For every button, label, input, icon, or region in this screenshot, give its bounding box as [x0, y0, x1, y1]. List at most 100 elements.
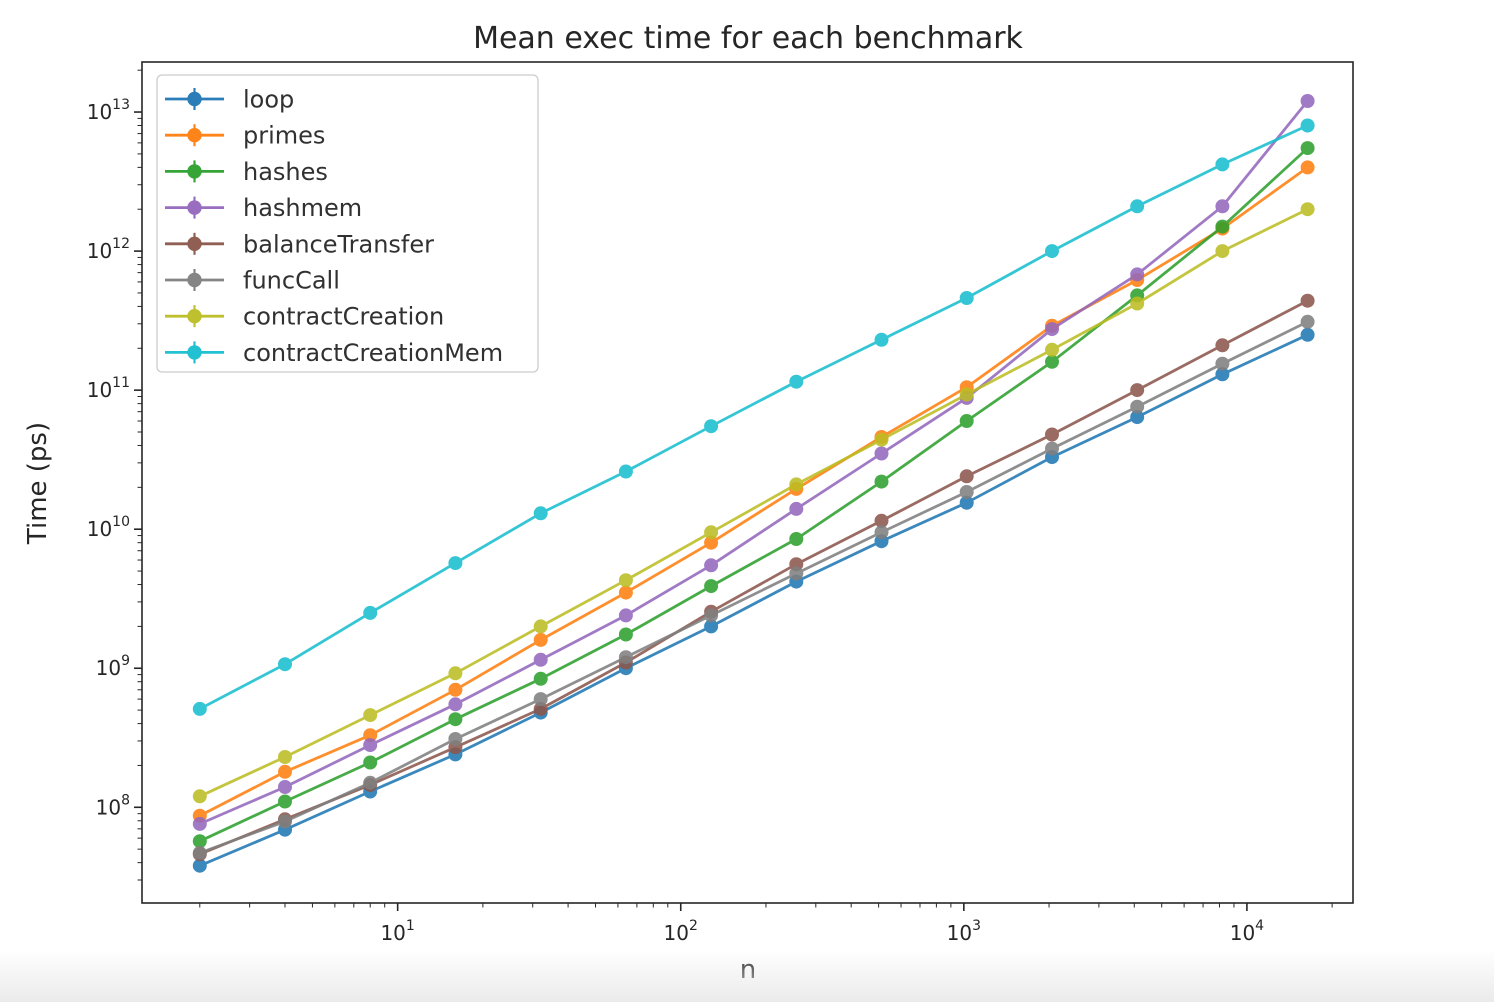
- y-tick-label: 1012: [87, 236, 130, 263]
- legend-marker-dot: [187, 272, 202, 288]
- data-point-marker: [874, 474, 889, 489]
- data-point-marker: [1215, 219, 1230, 234]
- data-point-marker: [1300, 118, 1315, 133]
- y-tick-label: 1011: [87, 375, 130, 402]
- errorbar-marker-icon: [165, 88, 224, 110]
- y-axis: 108 109 1010 1011 1012 1013: [87, 69, 142, 881]
- data-point-marker: [278, 794, 292, 809]
- series-balanceTransfer: [192, 293, 1315, 862]
- legend-label: primes: [243, 122, 325, 150]
- data-point-marker: [1130, 399, 1145, 414]
- data-point-marker: [363, 728, 378, 743]
- data-point-marker: [1215, 356, 1230, 371]
- data-point-marker: [533, 701, 548, 716]
- x-axis-label: n: [740, 955, 756, 985]
- data-point-marker: [192, 834, 207, 849]
- data-point-marker: [533, 692, 548, 707]
- data-point-marker: [704, 419, 719, 434]
- series-line: [198, 146, 1309, 843]
- data-point-marker: [533, 632, 548, 647]
- data-point-marker: [192, 789, 207, 804]
- data-point-marker: [192, 845, 207, 860]
- data-point-marker: [192, 858, 207, 873]
- data-point-marker: [874, 432, 889, 447]
- y-tick-label: 1013: [87, 97, 130, 124]
- data-point-marker: [789, 501, 804, 516]
- legend-label: hashes: [243, 158, 328, 186]
- data-point-marker: [448, 666, 463, 681]
- data-point-marker: [278, 764, 292, 779]
- data-point-marker: [448, 732, 463, 746]
- data-point-marker: [704, 579, 719, 594]
- legend-marker-dot: [187, 236, 202, 251]
- data-point-marker: [1215, 157, 1230, 172]
- data-point-marker: [959, 414, 974, 428]
- data-point-marker: [192, 701, 207, 716]
- legend-box: [156, 74, 539, 373]
- data-point-marker: [618, 627, 633, 642]
- data-point-marker: [1045, 342, 1059, 357]
- legend-item-balanceTransfer: balanceTransfer: [165, 230, 434, 258]
- series-loop: [192, 327, 1315, 873]
- legend-item-hashes: hashes: [165, 158, 328, 186]
- data-point-marker: [618, 585, 633, 600]
- data-point-marker: [959, 469, 974, 484]
- data-point-marker: [1130, 296, 1145, 311]
- series-funcCall: [192, 314, 1315, 860]
- legend-item-contractCreationMem: contractCreationMem: [165, 339, 503, 367]
- legend-label: loop: [243, 86, 294, 114]
- data-point-marker: [1300, 94, 1315, 108]
- legend-item-funcCall: funcCall: [165, 267, 340, 295]
- series-line: [198, 99, 1309, 826]
- data-point-marker: [1300, 141, 1315, 156]
- errorbar-marker-icon: [165, 196, 224, 219]
- series-contractCreationMem: [192, 118, 1315, 716]
- data-point-marker: [1215, 367, 1230, 382]
- data-point-marker: [448, 556, 463, 571]
- data-point-marker: [959, 291, 974, 305]
- data-point-marker: [959, 485, 974, 499]
- data-point-marker: [789, 374, 804, 389]
- data-point-marker: [618, 608, 633, 623]
- data-point-marker: [448, 682, 463, 697]
- data-point-marker: [1045, 354, 1059, 369]
- data-point-marker: [1045, 322, 1059, 337]
- data-point-marker: [192, 816, 207, 831]
- data-point-marker: [278, 814, 292, 829]
- x-tick-label: 103: [947, 918, 981, 945]
- data-point-marker: [278, 780, 292, 794]
- data-point-marker: [704, 525, 719, 540]
- data-point-marker: [278, 750, 292, 764]
- data-point-marker: [363, 708, 378, 723]
- data-point-marker: [789, 477, 804, 492]
- data-point-marker: [789, 532, 804, 546]
- data-point-marker: [704, 619, 719, 634]
- data-point-marker: [1300, 327, 1315, 342]
- data-point-marker: [1300, 160, 1315, 175]
- errorbar-marker-icon: [165, 305, 224, 328]
- data-point-marker: [1300, 314, 1315, 329]
- data-point-marker: [959, 495, 974, 510]
- data-point-marker: [1045, 244, 1059, 259]
- legend-item-loop: loop: [165, 86, 294, 114]
- data-point-marker: [618, 573, 633, 588]
- data-point-marker: [704, 535, 719, 550]
- legend-item-contractCreation: contractCreation: [165, 303, 444, 331]
- data-point-marker: [618, 650, 633, 665]
- data-point-marker: [278, 657, 292, 672]
- legend-label: contractCreationMem: [243, 339, 503, 367]
- data-point-marker: [1300, 202, 1315, 217]
- series-line: [198, 333, 1309, 868]
- legend-marker-dot: [187, 345, 202, 360]
- data-point-marker: [448, 712, 463, 727]
- y-axis-label: Time (ps): [23, 422, 53, 545]
- data-point-marker: [1130, 199, 1145, 214]
- data-series: [192, 94, 1315, 873]
- data-point-marker: [789, 566, 804, 581]
- x-tick-label: 101: [380, 918, 414, 945]
- legend-label: hashmem: [243, 194, 362, 222]
- axes: 101 102 103 104 108 109 1010 1011 1012 1013: [87, 61, 1354, 945]
- data-point-marker: [874, 525, 889, 540]
